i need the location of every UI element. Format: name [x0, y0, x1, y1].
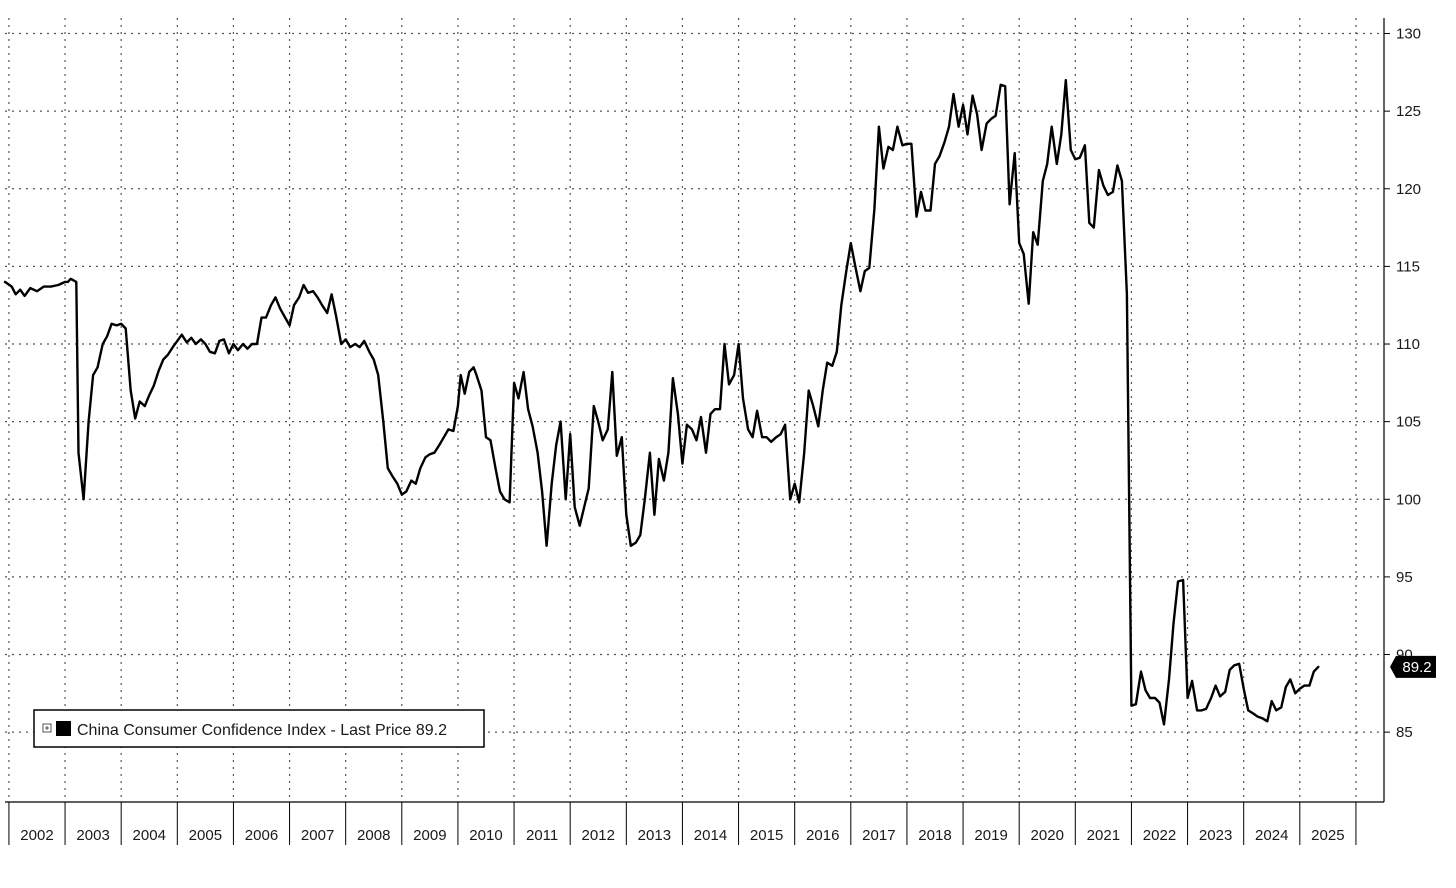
- y-tick-label-125: 125: [1396, 103, 1421, 120]
- x-tick-label-2013: 2013: [638, 827, 671, 844]
- x-tick-label-2015: 2015: [750, 827, 783, 844]
- y-tick-label-85: 85: [1396, 724, 1413, 741]
- legend-label: China Consumer Confidence Index - Last P…: [77, 722, 447, 739]
- x-tick-label-2012: 2012: [582, 827, 615, 844]
- last-value-label: 89.2: [1402, 659, 1431, 676]
- x-tick-label-2002: 2002: [20, 827, 53, 844]
- x-tick-label-2021: 2021: [1087, 827, 1120, 844]
- y-tick-label-110: 110: [1396, 336, 1420, 353]
- x-tick-label-2011: 2011: [526, 827, 558, 844]
- legend-swatch: [56, 721, 71, 736]
- y-tick-label-105: 105: [1396, 414, 1421, 431]
- x-tick-label-2016: 2016: [806, 827, 839, 844]
- y-tick-label-120: 120: [1396, 181, 1421, 198]
- x-tick-label-2010: 2010: [469, 827, 502, 844]
- x-tick-label-2004: 2004: [133, 827, 166, 844]
- y-tick-label-95: 95: [1396, 569, 1413, 586]
- x-tick-label-2005: 2005: [189, 827, 222, 844]
- x-tick-label-2017: 2017: [862, 827, 895, 844]
- x-tick-label-2019: 2019: [974, 827, 1007, 844]
- x-tick-label-2008: 2008: [357, 827, 390, 844]
- x-tick-label-2020: 2020: [1031, 827, 1064, 844]
- x-tick-label-2009: 2009: [413, 827, 446, 844]
- x-tick-label-2014: 2014: [694, 827, 727, 844]
- legend[interactable]: China Consumer Confidence Index - Last P…: [33, 709, 485, 748]
- x-tick-label-2024: 2024: [1255, 827, 1288, 844]
- x-tick-label-2018: 2018: [918, 827, 951, 844]
- x-tick-label-2025: 2025: [1311, 827, 1344, 844]
- legend-box: [33, 709, 485, 748]
- series-layer: [3, 78, 1320, 726]
- x-tick-label-2023: 2023: [1199, 827, 1232, 844]
- grid-lines: [5, 18, 1384, 802]
- y-tick-label-100: 100: [1396, 491, 1421, 508]
- series-line-0: [3, 78, 1320, 726]
- x-tick-label-2022: 2022: [1143, 827, 1176, 844]
- x-tick-label-2007: 2007: [301, 827, 334, 844]
- last-value-tag: 89.2: [1390, 655, 1436, 678]
- y-tick-label-130: 130: [1396, 26, 1421, 43]
- last-value-tag-shape: [1390, 655, 1436, 678]
- x-tick-label-2006: 2006: [245, 827, 278, 844]
- x-tick-label-2003: 2003: [76, 827, 109, 844]
- y-tick-label-115: 115: [1396, 258, 1420, 275]
